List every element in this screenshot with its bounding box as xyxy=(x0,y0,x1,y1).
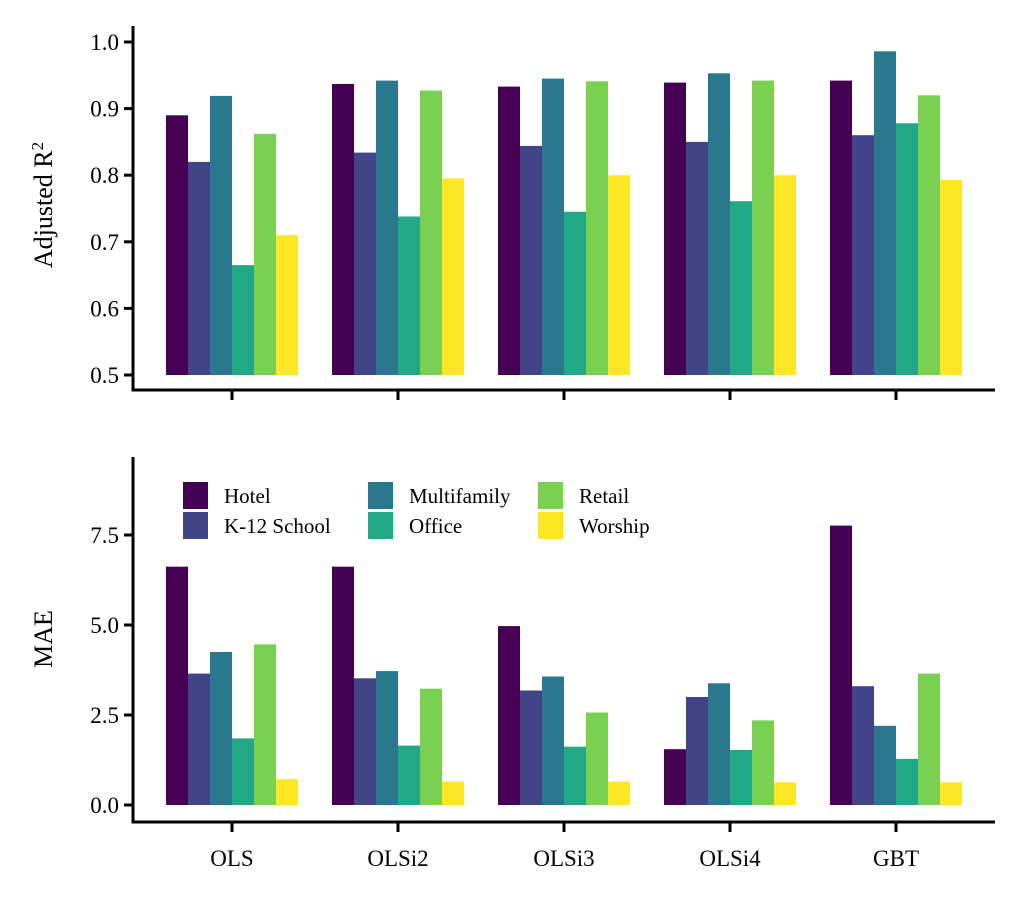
bar-worship-ols xyxy=(276,235,298,375)
legend: Hotel K-12 School Multifamily Office Retail W… xyxy=(183,482,650,539)
legend-label-hotel: Hotel xyxy=(224,484,271,508)
x-tick-label: GBT xyxy=(873,846,919,871)
y-tick-label: 0.0 xyxy=(90,793,119,818)
y-tick-label: 5.0 xyxy=(90,613,119,638)
x-tick-label: OLSi2 xyxy=(367,846,428,871)
bar-worship-gbt xyxy=(940,179,962,375)
bar-k-12-school-olsi3 xyxy=(520,145,542,375)
bar-hotel-olsi4 xyxy=(664,749,686,805)
bar-office-olsi2 xyxy=(398,745,420,805)
chart-panel-top: 0.5 0.6 0.7 0.8 0.9 1.0 Adjusted R2 xyxy=(28,26,995,400)
bar-office-olsi3 xyxy=(564,211,586,375)
bar-hotel-olsi2 xyxy=(332,566,354,805)
bar-office-olsi4 xyxy=(730,201,752,375)
bar-multifamily-olsi4 xyxy=(708,73,730,376)
bar-k-12-school-olsi4 xyxy=(686,141,708,375)
bar-retail-ols xyxy=(254,644,276,805)
bar-hotel-olsi3 xyxy=(498,86,520,375)
chart-panel-bottom: 0.0 2.5 5.0 7.5 OLS OLSi2 OLSi3 OLSi4 GBT MAE Hote… xyxy=(29,457,995,871)
legend-label-worship: Worship xyxy=(579,514,650,538)
bar-worship-olsi2 xyxy=(442,178,464,375)
y-tick-label: 0.6 xyxy=(90,296,119,321)
bar-worship-olsi3 xyxy=(608,781,630,805)
bar-office-olsi3 xyxy=(564,746,586,805)
bar-multifamily-olsi3 xyxy=(542,78,564,375)
bar-retail-olsi3 xyxy=(586,712,608,805)
y-tick-label: 1.0 xyxy=(90,30,119,55)
bar-worship-olsi4 xyxy=(774,782,796,805)
bar-office-gbt xyxy=(896,758,918,805)
bar-hotel-gbt xyxy=(830,525,852,805)
legend-label-multifamily: Multifamily xyxy=(409,484,511,508)
legend-swatch-multifamily xyxy=(368,482,393,509)
bar-worship-gbt xyxy=(940,782,962,805)
y-axis-title: MAE xyxy=(29,610,58,668)
bar-hotel-gbt xyxy=(830,80,852,375)
y-axis-title-superscript: 2 xyxy=(28,142,47,151)
legend-swatch-retail xyxy=(538,482,563,509)
y-axis-title: Adjusted R2 xyxy=(28,142,59,268)
bar-worship-olsi4 xyxy=(774,175,796,375)
bar-hotel-olsi3 xyxy=(498,626,520,805)
bar-worship-ols xyxy=(276,779,298,805)
bar-worship-olsi3 xyxy=(608,175,630,375)
legend-label-k-12-school: K-12 School xyxy=(224,514,331,538)
x-tick-label: OLS xyxy=(210,846,253,871)
bar-office-ols xyxy=(232,265,254,375)
bar-hotel-olsi2 xyxy=(332,84,354,375)
legend-swatch-worship xyxy=(538,512,563,539)
y-tick-label: 0.5 xyxy=(90,363,119,388)
bar-retail-olsi4 xyxy=(752,720,774,805)
bar-multifamily-olsi2 xyxy=(376,671,398,805)
bar-retail-olsi2 xyxy=(420,688,442,805)
bar-hotel-olsi4 xyxy=(664,82,686,375)
bar-retail-olsi3 xyxy=(586,81,608,376)
bar-k-12-school-olsi2 xyxy=(354,678,376,805)
bar-retail-olsi2 xyxy=(420,90,442,375)
legend-label-retail: Retail xyxy=(579,484,629,508)
bar-multifamily-gbt xyxy=(874,51,896,376)
y-tick-label: 0.7 xyxy=(90,230,119,255)
y-tick-label: 0.8 xyxy=(90,163,119,188)
bar-multifamily-ols xyxy=(210,95,232,376)
bar-retail-olsi4 xyxy=(752,80,774,375)
bar-retail-gbt xyxy=(918,673,940,805)
bar-multifamily-olsi2 xyxy=(376,80,398,375)
bar-office-gbt xyxy=(896,123,918,375)
legend-swatch-k-12-school xyxy=(183,512,208,539)
bar-worship-olsi2 xyxy=(442,781,464,805)
bar-k-12-school-gbt xyxy=(852,135,874,375)
x-tick-label: OLSi4 xyxy=(699,846,761,871)
bar-k-12-school-ols xyxy=(188,161,210,375)
bar-retail-ols xyxy=(254,133,276,375)
bar-k-12-school-olsi2 xyxy=(354,152,376,375)
legend-swatch-office xyxy=(368,512,393,539)
bar-office-olsi4 xyxy=(730,749,752,805)
bar-multifamily-olsi4 xyxy=(708,683,730,805)
bar-retail-gbt xyxy=(918,95,940,376)
bar-hotel-ols xyxy=(166,115,188,376)
bar-multifamily-olsi3 xyxy=(542,676,564,805)
bar-k-12-school-olsi4 xyxy=(686,697,708,805)
y-tick-label: 7.5 xyxy=(90,523,119,548)
legend-swatch-hotel xyxy=(183,482,208,509)
bar-k-12-school-gbt xyxy=(852,686,874,805)
bar-k-12-school-ols xyxy=(188,673,210,805)
x-tick-label: OLSi3 xyxy=(533,846,594,871)
legend-label-office: Office xyxy=(409,514,462,538)
bar-multifamily-gbt xyxy=(874,725,896,805)
y-tick-label: 0.9 xyxy=(90,97,119,122)
bar-hotel-ols xyxy=(166,566,188,805)
bar-office-olsi2 xyxy=(398,216,420,375)
bar-multifamily-ols xyxy=(210,652,232,805)
bar-office-ols xyxy=(232,738,254,805)
bar-k-12-school-olsi3 xyxy=(520,690,542,805)
y-tick-label: 2.5 xyxy=(90,703,119,728)
